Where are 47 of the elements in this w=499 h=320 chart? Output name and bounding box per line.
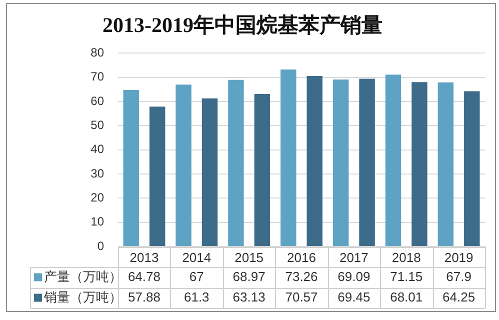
- data-label: 64.78: [128, 268, 160, 284]
- y-tick-label: 0: [97, 238, 104, 253]
- bar: [464, 91, 480, 246]
- data-label: 71.15: [390, 268, 423, 284]
- x-tick-label: 2015: [234, 250, 264, 265]
- x-tick-label: 2013: [130, 250, 159, 265]
- bar: [254, 94, 270, 246]
- bar: [176, 84, 192, 246]
- bar: [332, 80, 349, 246]
- data-label: 69.45: [338, 289, 370, 304]
- bar: [228, 80, 244, 246]
- data-label: 68.97: [232, 268, 266, 284]
- bar: [280, 69, 296, 246]
- y-tick-label: 80: [90, 46, 104, 60]
- y-tick-label: 10: [90, 214, 104, 229]
- y-tick-label: 70: [90, 70, 104, 84]
- bar: [202, 98, 218, 246]
- x-tick-label: 2018: [392, 250, 421, 265]
- bar: [438, 82, 454, 246]
- y-tick-label: 50: [90, 118, 104, 132]
- chart-title: 2013-2019年中国烷基苯产销量: [102, 13, 382, 38]
- data-label: 69.09: [338, 268, 370, 284]
- data-label: 73.26: [285, 268, 318, 284]
- bar: [149, 106, 166, 246]
- x-tick-label: 2016: [287, 250, 316, 265]
- y-tick-label: 40: [90, 142, 104, 156]
- bar: [359, 78, 375, 246]
- data-label: 70.57: [285, 289, 318, 304]
- x-tick-label: 2019: [444, 250, 474, 265]
- legend-label: 销量（万吨）: [43, 289, 122, 304]
- data-label: 57.88: [128, 289, 160, 304]
- y-tick-label: 20: [90, 190, 104, 204]
- data-label: 67.9: [446, 268, 472, 284]
- x-tick-label: 2014: [182, 250, 212, 265]
- x-tick-label: 2017: [339, 250, 368, 265]
- data-label: 61.3: [184, 289, 210, 304]
- data-label: 64.25: [442, 289, 476, 304]
- legend-label: 产量（万吨）: [44, 268, 122, 284]
- bar: [306, 76, 322, 246]
- y-tick-label: 30: [90, 166, 104, 180]
- data-label: 63.13: [232, 289, 266, 304]
- bar: [123, 90, 139, 246]
- y-tick-label: 60: [90, 94, 104, 108]
- data-label: 68.01: [390, 289, 423, 304]
- bar: [412, 82, 428, 246]
- bar: [385, 74, 402, 246]
- data-label: 67: [189, 268, 204, 284]
